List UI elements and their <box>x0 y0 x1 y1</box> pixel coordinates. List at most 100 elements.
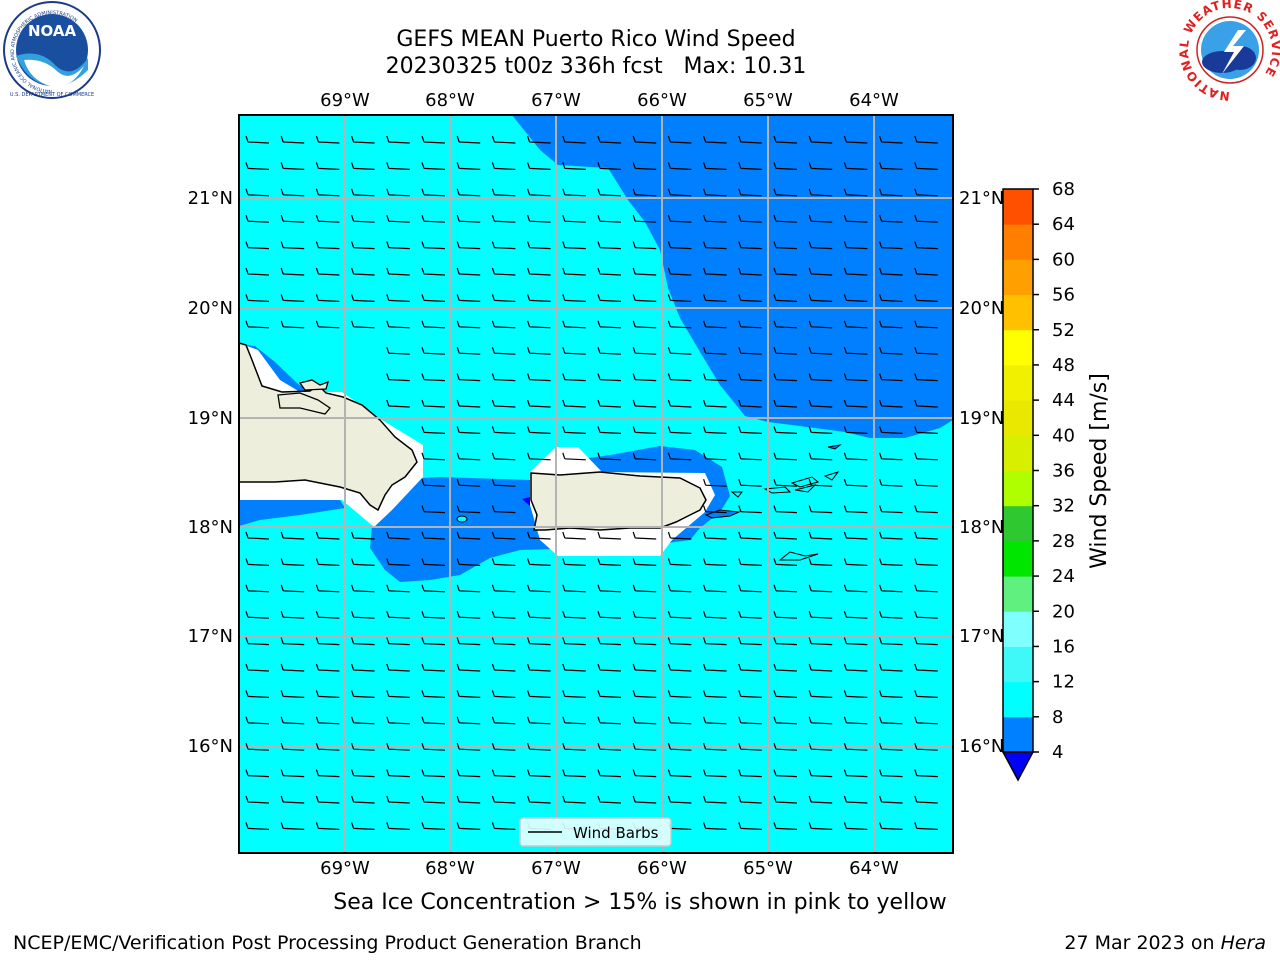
wind-barb <box>456 795 481 804</box>
wind-barb <box>386 399 410 408</box>
wind-barb <box>914 716 938 725</box>
wind-barb <box>527 399 551 408</box>
wind-barb <box>456 162 481 170</box>
wind-barb <box>280 558 305 566</box>
wind-barb <box>386 135 410 144</box>
wind-barb <box>456 373 481 382</box>
lat-label-left-19n: 19°N <box>188 408 233 429</box>
wind-barb <box>632 399 657 408</box>
legend-label: Wind Barbs <box>573 824 659 842</box>
colorbar-tick-label: 24 <box>1052 566 1075 587</box>
wind-barb <box>562 162 586 170</box>
wind-barb <box>879 743 903 751</box>
wind-barb <box>879 690 903 698</box>
wind-barb <box>280 769 305 778</box>
wind-barb <box>703 320 727 329</box>
wind-barb <box>843 769 868 778</box>
wind-barb <box>280 795 305 804</box>
wind-barb <box>245 637 270 646</box>
wind-barb <box>843 267 868 276</box>
wind-barb <box>667 347 692 355</box>
wind-barb <box>773 452 798 461</box>
wind-barb <box>491 663 516 672</box>
wind-barb <box>667 769 692 778</box>
wind-barb <box>597 399 622 408</box>
wind-barb <box>632 795 657 804</box>
wind-barb <box>879 241 903 250</box>
wind-barb <box>245 690 270 698</box>
wind-barb <box>879 531 903 540</box>
colorbar-tick-label: 12 <box>1052 672 1075 693</box>
wind-barb <box>632 584 657 593</box>
wind-barb <box>386 558 410 566</box>
colorbar-bin <box>1003 716 1033 753</box>
wind-barb <box>491 347 516 355</box>
map-subtitle: 20230325 t00z 336h fcst Max: 10.31 <box>385 54 807 79</box>
colorbar-bin <box>1003 364 1033 401</box>
lon-label-top-66w: 66°W <box>637 90 687 111</box>
wind-barb <box>245 743 270 751</box>
wind-barb <box>597 188 622 197</box>
wind-barb <box>315 716 340 725</box>
colorbar-bin <box>1003 611 1033 647</box>
wind-barb <box>738 241 762 250</box>
wind-barb <box>667 558 692 566</box>
wind-barb <box>632 743 657 751</box>
wind-barb <box>703 637 727 646</box>
wind-barb <box>773 769 798 778</box>
lat-label-right-21n: 21°N <box>959 188 1004 209</box>
wind-barb <box>738 558 762 566</box>
wind-barb <box>315 188 340 197</box>
wind-barb <box>315 215 340 223</box>
wind-barb <box>703 267 727 276</box>
wind-barb <box>421 188 446 197</box>
lat-label-right-18n: 18°N <box>959 517 1004 538</box>
colorbar-tick-label: 52 <box>1052 320 1075 341</box>
wind-barb <box>914 215 938 223</box>
wind-barb <box>703 690 727 698</box>
footer-date-text: 27 Mar 2023 on <box>1064 932 1221 954</box>
wind-barb <box>808 716 833 725</box>
lat-label-left-21n: 21°N <box>188 188 233 209</box>
wind-barb <box>456 267 481 276</box>
wind-barb <box>773 505 798 514</box>
wind-barb <box>914 426 938 434</box>
wind-barb <box>456 452 481 461</box>
lon-label-top-65w: 65°W <box>743 90 793 111</box>
wind-barb <box>632 241 657 250</box>
wind-barb <box>456 188 481 197</box>
wind-barb <box>351 135 375 144</box>
svg-text:U.S. DEPARTMENT OF COMMERCE: U.S. DEPARTMENT OF COMMERCE <box>10 92 94 98</box>
wind-barb <box>562 690 586 698</box>
calm-zone-northeast <box>512 115 953 438</box>
wind-barb <box>738 215 762 223</box>
colorbar-tick-label: 68 <box>1052 179 1075 200</box>
wind-barb <box>527 135 551 144</box>
wind-barb <box>280 188 305 197</box>
wind-barb <box>738 347 762 355</box>
wind-barb <box>738 716 762 725</box>
wind-barb <box>808 795 833 804</box>
gridlines <box>239 115 953 853</box>
wind-barb <box>738 611 762 619</box>
wind-barb <box>843 479 868 487</box>
wind-barb <box>456 716 481 725</box>
wind-barb <box>808 399 833 408</box>
wind-barb <box>315 320 340 329</box>
wind-barb <box>491 452 516 461</box>
wind-barb <box>421 241 446 250</box>
wind-barb <box>632 690 657 698</box>
st-thomas-island <box>763 486 792 494</box>
wind-barb <box>773 241 798 250</box>
wind-barb <box>315 531 340 540</box>
colorbar-bin <box>1003 400 1033 436</box>
wind-barb <box>808 135 833 144</box>
wind-barb <box>245 267 270 276</box>
wind-barb <box>456 505 481 514</box>
wind-barb <box>773 347 798 355</box>
svg-text:NOAA: NOAA <box>28 22 77 40</box>
wind-barb <box>667 135 692 144</box>
wind-barb <box>808 743 833 751</box>
colorbar-tick-label: 32 <box>1052 496 1075 517</box>
wind-barb <box>245 162 270 170</box>
